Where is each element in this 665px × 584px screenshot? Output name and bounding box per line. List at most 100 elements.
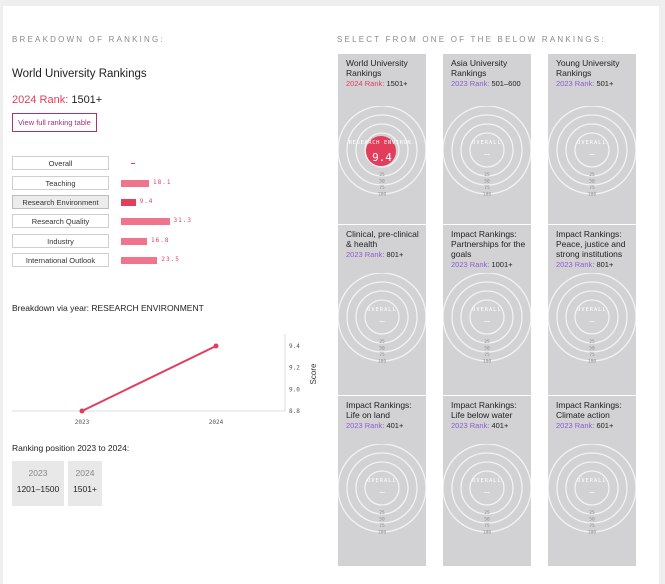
- score-ring: [346, 281, 418, 353]
- pillar-score-bar: [121, 180, 150, 187]
- score-ring: [469, 470, 505, 506]
- card-rank-line: 2023 Rank: 401+: [346, 421, 426, 431]
- score-center-value: —: [589, 488, 595, 498]
- card-rank-line: 2023 Rank: 601+: [556, 421, 636, 431]
- ranking-card[interactable]: Impact Rankings: Partnerships for the go…: [443, 225, 531, 395]
- ring-scale-label: 50: [484, 517, 490, 523]
- score-center-value: —: [589, 150, 595, 160]
- score-center-label: OVERALL: [577, 478, 606, 484]
- pillar-score-value: 18.1: [153, 179, 172, 186]
- pillar-button[interactable]: Overall: [12, 156, 109, 170]
- rank-label: 2024 Rank:: [12, 94, 69, 106]
- card-title: Impact Rankings: Climate action: [556, 400, 622, 420]
- ranking-card[interactable]: Impact Rankings: Life below water 2023 Ra…: [443, 396, 531, 566]
- score-ring: [355, 290, 409, 344]
- ring-scale-label: 75: [484, 523, 490, 529]
- series-line: [81, 345, 217, 412]
- card-rank-value: 1001+: [491, 260, 513, 269]
- ring-scale-label: 75: [484, 352, 490, 358]
- score-center-value: —: [589, 317, 595, 327]
- score-center-value: —: [484, 317, 490, 327]
- view-full-ranking-button[interactable]: View full ranking table: [12, 113, 97, 132]
- ring-scale-label: 25: [379, 510, 385, 516]
- chart-y-label: Score: [309, 363, 318, 384]
- score-ring: [556, 114, 628, 186]
- ring-scale-label: 25: [589, 172, 595, 178]
- score-ring: [460, 123, 514, 177]
- score-ring: [443, 444, 531, 533]
- ranking-card[interactable]: Asia University Rankings 2023 Rank: 501–6…: [443, 54, 531, 224]
- score-ring: [565, 461, 619, 515]
- pillar-button[interactable]: International Outlook: [12, 253, 109, 267]
- card-rank-value: 1501+: [386, 79, 408, 88]
- score-ring: [574, 132, 610, 168]
- pillar-button[interactable]: Teaching: [12, 176, 109, 190]
- score-ring: [443, 273, 531, 362]
- score-ring: [556, 281, 628, 353]
- breakdown-chart-title: Breakdown via year: RESEARCH ENVIRONMENT: [12, 303, 204, 313]
- card-title: Impact Rankings: Partnerships for the go…: [451, 229, 526, 259]
- select-rankings-title: SELECT FROM ONE OF THE BELOW RANKINGS:: [337, 35, 606, 44]
- data-point[interactable]: [213, 343, 219, 349]
- card-rank-label: 2023 Rank:: [556, 260, 595, 269]
- ring-scale-label: 25: [379, 172, 385, 178]
- ring-scale-label: 75: [379, 185, 385, 191]
- ring-scale-label: 100: [378, 192, 386, 198]
- pillar-button[interactable]: Industry: [12, 234, 109, 248]
- y-tick-label: 8.8: [289, 408, 300, 415]
- ranking-card[interactable]: Young University Rankings 2023 Rank: 501+…: [548, 54, 636, 224]
- ring-scale-label: 100: [588, 530, 596, 536]
- card-rank-line: 2023 Rank: 501+: [556, 79, 636, 89]
- pillar-score-bar: [121, 238, 148, 245]
- ring-scale-label: 25: [484, 510, 490, 516]
- ranking-position-rank: 1501+: [73, 484, 97, 494]
- score-center-label: OVERALL: [367, 307, 396, 313]
- ranking-card[interactable]: Clinical, pre-clinical & health 2023 Rank…: [338, 225, 426, 395]
- pillar-score-value: 23.5: [161, 256, 180, 263]
- card-rank-value: 401+: [386, 421, 404, 430]
- score-ring: [574, 299, 610, 335]
- ranking-card[interactable]: Impact Rankings: Climate action 2023 Rank…: [548, 396, 636, 566]
- ring-scale-label: 75: [484, 185, 490, 191]
- score-ring: [548, 444, 636, 533]
- score-ring: [364, 299, 400, 335]
- score-center-value: —: [484, 488, 490, 498]
- card-title: Asia University Rankings: [451, 58, 508, 78]
- card-title: Impact Rankings: Life on land: [346, 400, 412, 420]
- score-center-value: —: [379, 488, 385, 498]
- ring-scale-label: 75: [589, 523, 595, 529]
- score-ring: [443, 106, 531, 195]
- score-ring: [460, 461, 514, 515]
- score-ring: [451, 452, 523, 524]
- card-rank-value: 501+: [596, 79, 614, 88]
- ranking-position-year: 2024: [75, 468, 95, 478]
- ring-scale-label: 100: [588, 359, 596, 365]
- score-ring: [574, 470, 610, 506]
- card-title: Young University Rankings: [556, 58, 620, 78]
- score-ring: [364, 132, 400, 168]
- ring-scale-label: 25: [379, 339, 385, 345]
- ring-scale-label: 25: [484, 172, 490, 178]
- ranking-card[interactable]: Impact Rankings: Life on land 2023 Rank: …: [338, 396, 426, 566]
- card-title: Clinical, pre-clinical & health: [346, 229, 419, 249]
- ring-scale-label: 75: [589, 352, 595, 358]
- pillar-button[interactable]: Research Quality: [12, 214, 109, 228]
- score-center-label: OVERALL: [367, 478, 396, 484]
- card-title: Impact Rankings: Peace, justice and stro…: [556, 229, 626, 259]
- score-ring: [451, 114, 523, 186]
- data-point[interactable]: [79, 408, 85, 414]
- score-ring: [548, 106, 636, 195]
- card-title: Impact Rankings: Life below water: [451, 400, 517, 420]
- pillar-button[interactable]: Research Environment: [12, 195, 109, 209]
- ranking-card[interactable]: Impact Rankings: Peace, justice and stro…: [548, 225, 636, 395]
- ranking-card[interactable]: World University Rankings 2024 Rank: 1501…: [338, 54, 426, 224]
- ring-scale-label: 25: [484, 339, 490, 345]
- score-center-label: OVERALL: [577, 140, 606, 146]
- ring-scale-label: 50: [589, 346, 595, 352]
- ring-scale-label: 100: [378, 530, 386, 536]
- score-center-label: OVERALL: [472, 307, 501, 313]
